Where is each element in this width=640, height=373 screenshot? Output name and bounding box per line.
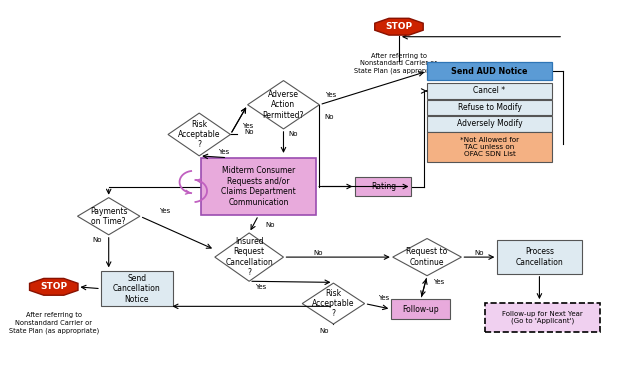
Polygon shape [77, 198, 140, 235]
Text: Insured
Request
Cancellation
?: Insured Request Cancellation ? [225, 237, 273, 277]
Polygon shape [393, 238, 461, 276]
Text: Request to
Continue: Request to Continue [406, 247, 448, 267]
Text: Yes: Yes [159, 208, 170, 214]
Text: Payments
on Time?: Payments on Time? [90, 207, 127, 226]
FancyBboxPatch shape [427, 62, 552, 80]
Text: Yes: Yes [243, 123, 253, 129]
Text: Process
Cancellation: Process Cancellation [516, 247, 563, 267]
FancyBboxPatch shape [201, 158, 316, 215]
Text: Yes: Yes [433, 279, 444, 285]
Polygon shape [168, 113, 230, 156]
Text: Rating: Rating [371, 182, 396, 191]
Polygon shape [302, 283, 365, 324]
Text: No: No [288, 131, 298, 138]
FancyBboxPatch shape [427, 83, 552, 99]
Text: No: No [319, 328, 329, 334]
Text: *Not Allowed for
TAC unless on
OFAC SDN List: *Not Allowed for TAC unless on OFAC SDN … [460, 137, 519, 157]
Text: No: No [244, 129, 254, 135]
Text: Yes: Yes [219, 149, 230, 155]
FancyBboxPatch shape [391, 300, 451, 319]
FancyBboxPatch shape [485, 303, 600, 332]
Text: Follow-up for Next Year
(Go to 'Applicant'): Follow-up for Next Year (Go to 'Applican… [502, 311, 583, 324]
Text: No: No [93, 237, 102, 244]
Text: Follow-up: Follow-up [403, 305, 439, 314]
Text: No: No [265, 222, 275, 228]
Text: Send
Cancellation
Notice: Send Cancellation Notice [113, 274, 161, 304]
Polygon shape [248, 81, 319, 129]
Text: No: No [324, 114, 333, 120]
Text: Yes: Yes [378, 295, 389, 301]
Text: Refuse to Modify: Refuse to Modify [458, 103, 522, 112]
Text: No: No [313, 250, 323, 256]
FancyBboxPatch shape [355, 177, 412, 196]
Polygon shape [215, 233, 284, 281]
Text: Cancel *: Cancel * [474, 87, 506, 95]
Text: After referring to
Nonstandard Carrier or
State Plan (as appropriate): After referring to Nonstandard Carrier o… [354, 53, 444, 74]
FancyBboxPatch shape [427, 100, 552, 115]
Text: Send AUD Notice: Send AUD Notice [451, 67, 528, 76]
FancyBboxPatch shape [427, 116, 552, 132]
Text: Risk
Acceptable
?: Risk Acceptable ? [312, 289, 355, 319]
FancyBboxPatch shape [427, 132, 552, 162]
Text: No: No [474, 250, 484, 256]
Text: Yes: Yes [255, 284, 266, 290]
Text: After referring to
Nonstandard Carrier or
State Plan (as appropriate): After referring to Nonstandard Carrier o… [9, 312, 99, 333]
FancyBboxPatch shape [497, 240, 582, 274]
Polygon shape [29, 278, 78, 295]
Text: STOP: STOP [40, 282, 67, 291]
FancyBboxPatch shape [101, 271, 173, 306]
Text: STOP: STOP [385, 22, 413, 31]
Text: Adverse
Action
Permitted?: Adverse Action Permitted? [263, 90, 304, 120]
Polygon shape [375, 18, 423, 35]
Text: Midterm Consumer
Requests and/or
Claims Department
Communication: Midterm Consumer Requests and/or Claims … [221, 166, 296, 207]
Text: Adversely Modify: Adversely Modify [457, 119, 522, 128]
Text: Yes: Yes [325, 93, 336, 98]
Text: Risk
Acceptable
?: Risk Acceptable ? [178, 120, 220, 149]
